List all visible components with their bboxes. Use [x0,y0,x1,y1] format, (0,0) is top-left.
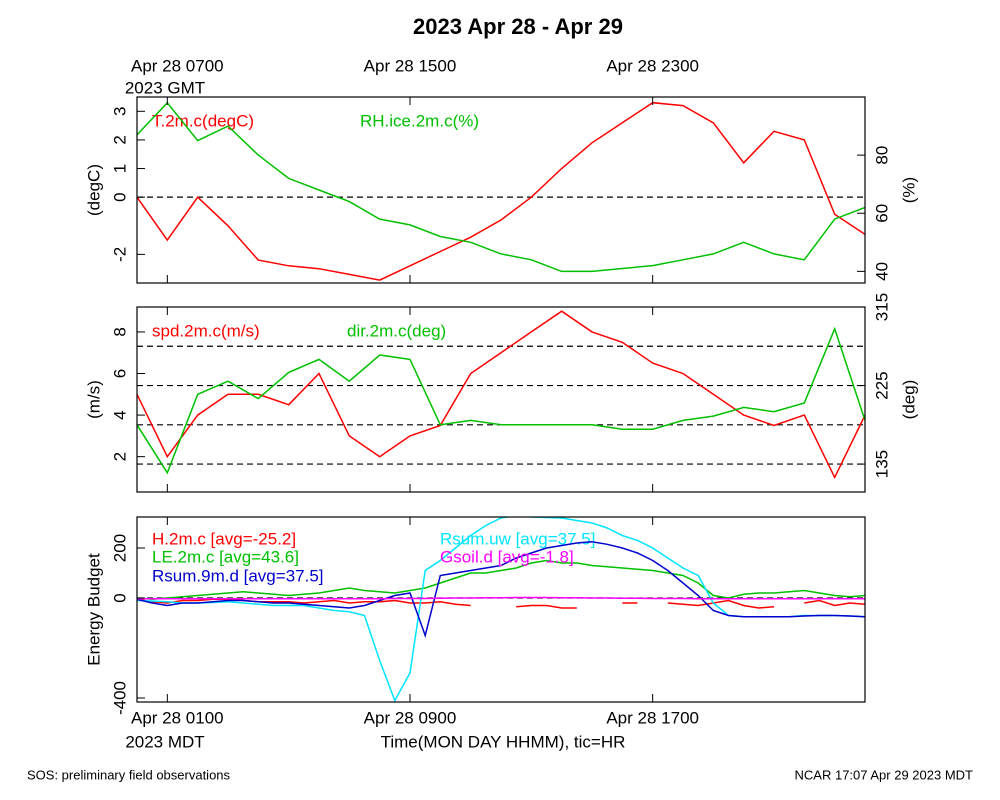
y-tick-label: 2 [110,135,129,144]
y2-tick-label: 40 [872,262,891,281]
y2-tick-label: 60 [872,204,891,223]
x-axis-label: Time(MON DAY HHMM), tic=HR [381,732,626,751]
series-line [137,326,865,475]
legend-entry: LE.2m.c [avg=43.6] [152,547,299,566]
legend-entry: dir.2m.c(deg) [347,321,446,340]
legend-entry: RH.ice.2m.c(%) [360,111,479,130]
series-line [137,101,865,273]
series-line [137,310,865,480]
series-line [137,596,865,600]
y2-tick-label: 135 [872,450,891,478]
x-tick-label: Apr 28 0900 [364,708,457,727]
x-tick-label: Apr 28 2300 [606,56,699,75]
y2-axis-label: (deg) [899,380,918,420]
x-year-label: 2023 GMT [125,78,205,97]
y-tick-label: 3 [110,107,129,116]
y-tick-label: 6 [110,369,129,378]
y-axis-label: (degC) [84,164,103,216]
footer-left: SOS: preliminary field observations [27,767,231,782]
plot-frame [136,306,866,493]
x-year-label: 2023 MDT [125,732,204,751]
series-line [137,559,865,601]
y-tick-label: 8 [110,327,129,336]
footer-right: NCAR 17:07 Apr 29 2023 MDT [795,767,974,782]
y-tick-label: -2 [110,247,129,262]
series-line [137,598,865,609]
plot-frame [136,96,866,284]
legend-entry: T.2m.c(degC) [152,111,254,130]
x-tick-label: Apr 28 1500 [364,56,457,75]
plot-frame [136,516,866,703]
chart-title: 2023 Apr 28 - Apr 29 [413,14,623,39]
y2-tick-label: 80 [872,146,891,165]
legend-entry: Rsum.uw [avg=37.5] [440,529,595,548]
y-tick-label: 2 [110,452,129,461]
y2-tick-label: 315 [872,293,891,321]
series-line [137,101,865,281]
y2-tick-label: 225 [872,371,891,399]
series-line [137,541,865,639]
legend-entry: H.2m.c [avg=-25.2] [152,529,296,548]
legend-entry: Rsum.9m.d [avg=37.5] [152,566,324,585]
y-tick-label: 200 [110,534,129,562]
x-tick-label: Apr 28 1700 [606,708,699,727]
y-tick-label: 1 [110,164,129,173]
x-tick-label: Apr 28 0100 [131,708,224,727]
y-axis-label: (m/s) [84,380,103,419]
y-tick-label: -400 [110,681,129,715]
y-axis-label: Energy Budget [84,553,103,666]
y-tick-label: 4 [110,410,129,419]
x-tick-label: Apr 28 0700 [131,56,224,75]
y2-axis-label: (%) [899,177,918,203]
y-tick-label: 0 [110,593,129,602]
y-tick-label: 0 [110,192,129,201]
legend-entry: spd.2m.c(m/s) [152,321,260,340]
legend-entry: Gsoil.d [avg=-1.8] [440,547,574,566]
